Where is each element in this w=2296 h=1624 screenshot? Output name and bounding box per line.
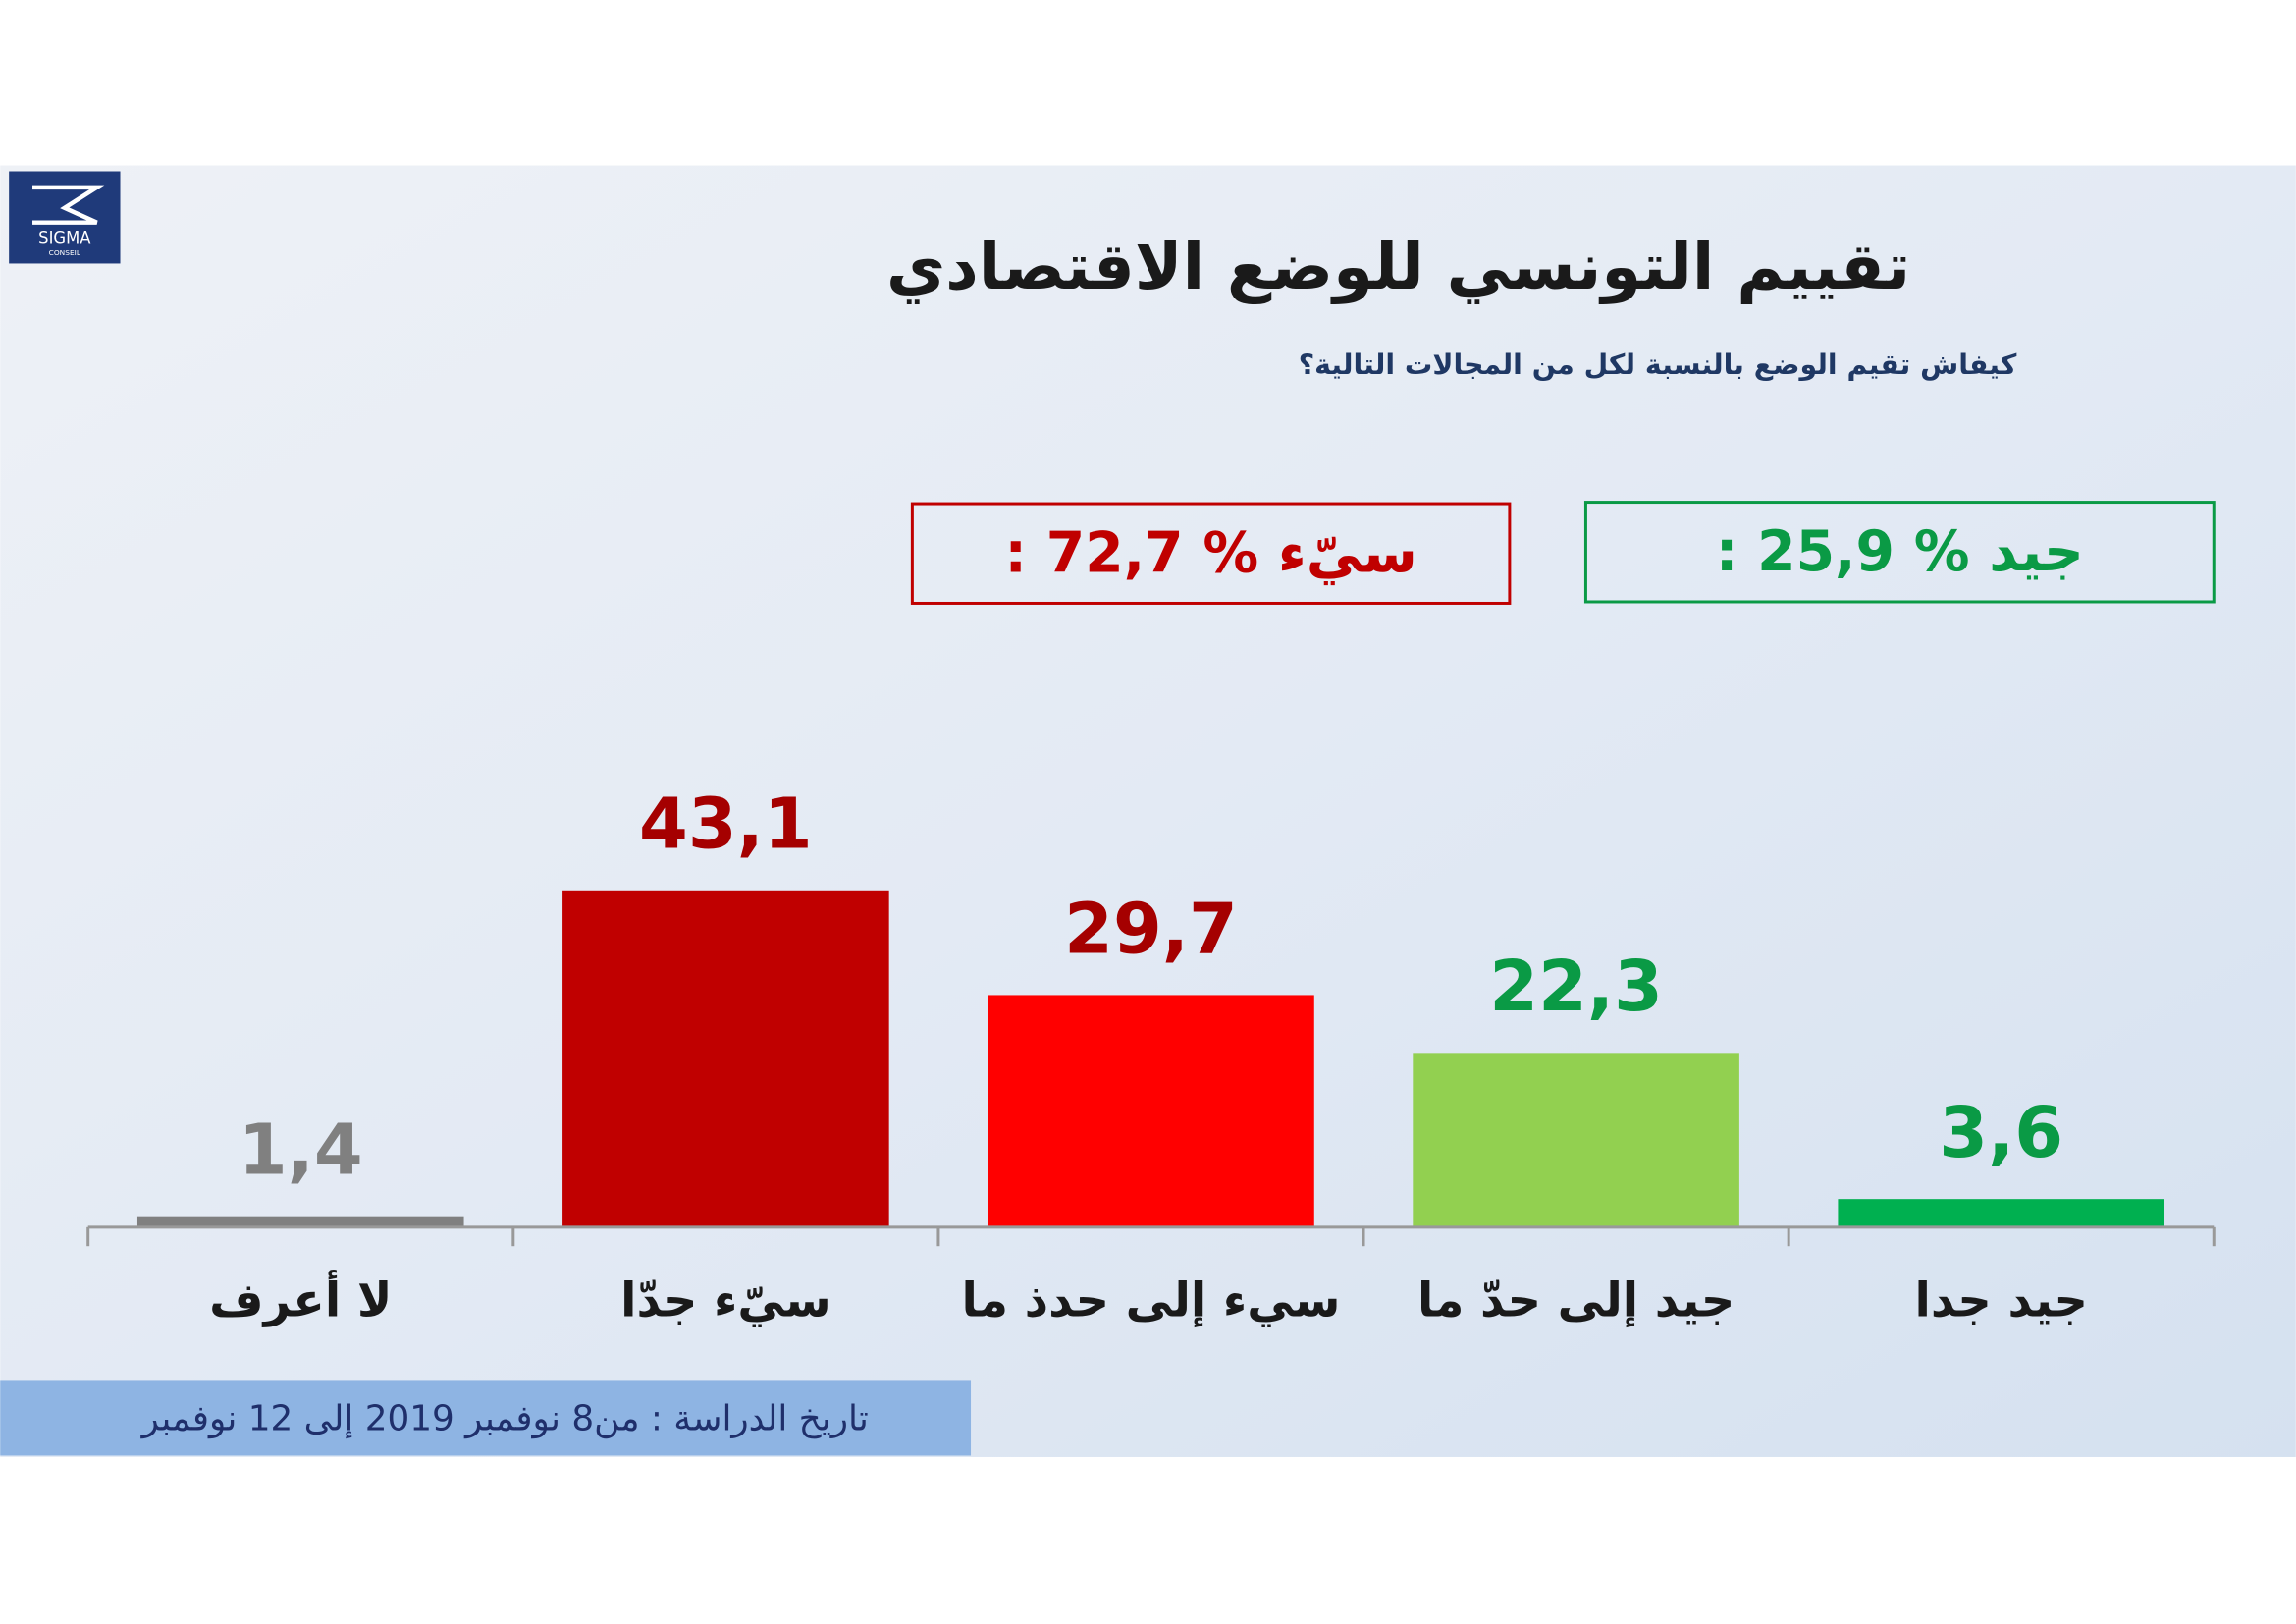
summary-text: سيّء % 72,7 : xyxy=(1004,520,1416,585)
x-tick-label: جيد جدا xyxy=(1915,1273,2088,1327)
summary-box xyxy=(1583,501,2216,604)
bar xyxy=(988,995,1314,1227)
value-label: 43,1 xyxy=(639,784,813,865)
logo-sub: CONSEIL xyxy=(49,248,81,257)
x-tick-label: سيء إلى حدذ ما xyxy=(962,1273,1341,1327)
bar xyxy=(1838,1199,2165,1227)
logo-name: SIGMA xyxy=(38,229,91,247)
footer: تاريخ الدراسة : من8 نوفمبر 2019 إلى 12 ن… xyxy=(140,1399,869,1439)
x-tick-label: سيّء جدّا xyxy=(620,1273,831,1327)
summary-text: جيد % 25,9 : xyxy=(1716,519,2084,584)
x-tick-label: لا أعرف xyxy=(209,1270,392,1327)
bar xyxy=(136,1216,464,1227)
bar xyxy=(562,890,889,1227)
bar xyxy=(1413,1053,1739,1227)
footer-box xyxy=(0,1380,972,1456)
logo-sigma xyxy=(32,185,105,225)
value-label: 1,4 xyxy=(239,1110,363,1191)
value-label: 29,7 xyxy=(1064,888,1238,969)
value-label: 3,6 xyxy=(1939,1092,2063,1173)
chart-subtitle: كيفاش تقيم الوضع بالنسبة لكل من المجالات… xyxy=(1299,349,2017,381)
chart-title: تقييم التونسي للوضع الاقتصادي xyxy=(886,230,1910,304)
summary-box xyxy=(910,502,1512,605)
x-tick-label: جيد إلى حدّ ما xyxy=(1417,1273,1735,1327)
panel xyxy=(0,165,2296,1457)
value-label: 22,3 xyxy=(1489,946,1663,1027)
